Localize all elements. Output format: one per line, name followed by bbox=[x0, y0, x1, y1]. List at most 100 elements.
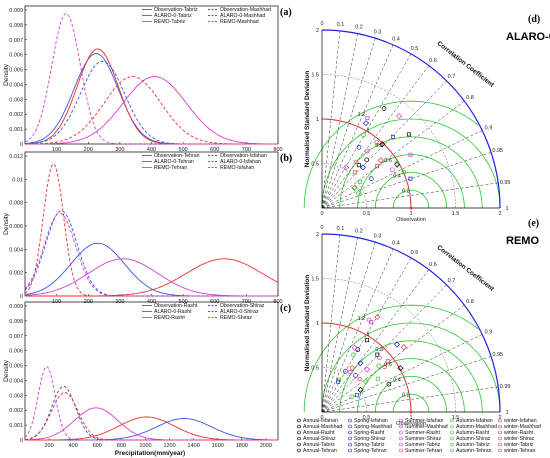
legend-marker bbox=[348, 448, 352, 453]
rms-label: 1.2 bbox=[358, 112, 366, 118]
legend-label: Summer-Tabriz bbox=[405, 442, 441, 448]
legend-label: REMO-Tabriz bbox=[154, 19, 186, 25]
data-marker bbox=[366, 317, 372, 323]
correlation-tick: 0 bbox=[320, 21, 323, 27]
correlation-tick: 0.99 bbox=[500, 384, 511, 390]
correlation-tick: 0.1 bbox=[337, 226, 345, 232]
sd-arc bbox=[321, 163, 367, 209]
legend-label: ALARO-0-Tabriz bbox=[154, 13, 192, 19]
x-tick-label: 200 bbox=[45, 443, 54, 449]
y-tick-label: 0.012 bbox=[9, 154, 23, 160]
y-tick-label: 0 bbox=[20, 438, 23, 444]
rms-arc bbox=[392, 393, 430, 412]
outer-arc bbox=[321, 233, 501, 413]
legend-label: Observation-Mashhad bbox=[220, 7, 271, 13]
rms-arc bbox=[339, 340, 483, 413]
data-marker bbox=[364, 366, 371, 373]
legend-marker bbox=[399, 418, 403, 423]
data-marker bbox=[349, 365, 355, 371]
legend-label: Spring-Isfahan bbox=[354, 418, 388, 424]
observation-point bbox=[409, 206, 413, 210]
legend-label: Autumn-Tehran bbox=[456, 448, 492, 454]
data-marker bbox=[364, 157, 370, 163]
rms-label: 1 bbox=[367, 331, 370, 337]
legend-marker bbox=[498, 436, 502, 441]
series-line bbox=[25, 258, 279, 297]
data-marker bbox=[343, 164, 350, 171]
legend-label: winter-Tabriz bbox=[504, 442, 534, 448]
legend-label: Autumn-Tabriz bbox=[456, 442, 490, 448]
series-line bbox=[24, 163, 278, 297]
x-tick-label: 300 bbox=[115, 147, 124, 153]
legend-label: ALARO-0-Isfahan bbox=[220, 159, 261, 165]
legend-label: winter-Shiraz bbox=[504, 436, 535, 442]
series-line bbox=[24, 407, 278, 441]
y-tick-label: 0.008 bbox=[9, 319, 23, 325]
reference-arc bbox=[321, 322, 412, 413]
correlation-tick: 0.7 bbox=[448, 74, 456, 80]
series-line bbox=[25, 416, 278, 441]
data-marker bbox=[379, 141, 386, 148]
legend-label: winter-Mashhad bbox=[504, 424, 541, 430]
correlation-tick: 1 bbox=[505, 206, 508, 212]
data-marker bbox=[350, 352, 356, 358]
data-marker bbox=[365, 338, 370, 343]
legend-label: Spring-Mashhad bbox=[354, 424, 392, 430]
legend-label: ALARO-0-Shiraz bbox=[220, 309, 259, 315]
legend-label: Observation-Rasht bbox=[154, 303, 198, 309]
legend-label: Autumn-Shiraz bbox=[456, 436, 491, 442]
x-tick-label: 200 bbox=[84, 147, 93, 153]
x-tick-label: 1200 bbox=[163, 443, 175, 449]
data-marker bbox=[391, 134, 395, 139]
y-tick-label: 0.005 bbox=[9, 68, 23, 74]
x-tick-label: 400 bbox=[69, 443, 78, 449]
legend-label: Annual-Tabriz bbox=[303, 442, 335, 448]
legend-marker bbox=[297, 424, 301, 429]
data-marker bbox=[353, 170, 358, 175]
sd-tick: 1.5 bbox=[452, 211, 460, 217]
data-marker bbox=[401, 169, 406, 174]
data-marker bbox=[406, 132, 411, 137]
series-line bbox=[24, 392, 278, 441]
reference-arc bbox=[321, 118, 412, 209]
legend-marker bbox=[450, 430, 454, 435]
legend-label: REMO-Tehran bbox=[154, 165, 187, 171]
legend-label: ALARO-0-Mashhad bbox=[220, 13, 265, 19]
sd-tick: 1 bbox=[409, 211, 412, 217]
legend-label: Spring-Rasht bbox=[354, 430, 385, 436]
panel-tag: (c) bbox=[280, 303, 291, 314]
legend-label: Spring-Shiraz bbox=[354, 436, 386, 442]
legend-label: Summer-Isfahan bbox=[405, 418, 443, 424]
series-line bbox=[25, 48, 278, 145]
legend-marker bbox=[348, 436, 352, 441]
sd-tick: 0.5 bbox=[311, 162, 319, 168]
data-marker bbox=[375, 376, 380, 381]
y-tick-label: 0.001 bbox=[9, 127, 23, 133]
rms-arc bbox=[339, 136, 483, 209]
sd-arc bbox=[321, 74, 456, 209]
y-axis-label: Normalised Standard Deviation bbox=[304, 275, 311, 371]
legend-marker bbox=[297, 448, 301, 453]
rms-label: 0.8 bbox=[375, 347, 383, 353]
y-tick-label: 0.003 bbox=[9, 97, 23, 103]
data-marker bbox=[374, 313, 381, 321]
y-axis-label: Density bbox=[3, 63, 10, 85]
series-line bbox=[24, 13, 278, 145]
rms-label: 0.2 bbox=[402, 393, 410, 399]
series-line bbox=[25, 76, 278, 145]
correlation-tick: 1 bbox=[505, 410, 508, 416]
model-title: REMO bbox=[506, 235, 539, 247]
correlation-tick: 0.5 bbox=[411, 250, 419, 256]
panel-tag: (a) bbox=[280, 7, 292, 18]
y-tick-label: 0.006 bbox=[9, 224, 23, 230]
legend-marker bbox=[498, 448, 502, 453]
legend-marker bbox=[498, 418, 502, 423]
data-marker bbox=[359, 164, 366, 171]
x-tick-label: 1400 bbox=[188, 443, 200, 449]
data-marker bbox=[374, 140, 380, 145]
plot-frame bbox=[24, 301, 279, 441]
y-tick-label: 0.004 bbox=[9, 247, 23, 253]
y-tick-label: 0.003 bbox=[9, 393, 23, 399]
rms-arc bbox=[357, 358, 465, 413]
y-tick-label: 0.009 bbox=[9, 304, 23, 310]
